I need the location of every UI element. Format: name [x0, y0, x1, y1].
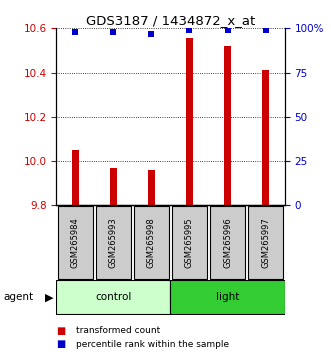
FancyBboxPatch shape: [58, 206, 93, 279]
Text: GSM265998: GSM265998: [147, 217, 156, 268]
Point: [263, 27, 268, 33]
Text: GSM265997: GSM265997: [261, 217, 270, 268]
Point: [149, 31, 154, 36]
Text: ■: ■: [56, 326, 66, 336]
Text: agent: agent: [3, 292, 33, 302]
FancyBboxPatch shape: [248, 206, 283, 279]
Text: transformed count: transformed count: [76, 326, 161, 336]
Bar: [224, 46, 231, 205]
Text: ▶: ▶: [45, 292, 53, 302]
Text: percentile rank within the sample: percentile rank within the sample: [76, 339, 229, 349]
FancyBboxPatch shape: [56, 280, 170, 314]
FancyBboxPatch shape: [96, 206, 131, 279]
Bar: [262, 70, 269, 205]
Point: [187, 27, 192, 33]
Bar: [72, 150, 79, 205]
FancyBboxPatch shape: [134, 206, 169, 279]
Bar: [110, 168, 117, 205]
Point: [225, 27, 230, 33]
Point: [111, 29, 116, 35]
Bar: [148, 170, 155, 205]
Text: GSM265984: GSM265984: [71, 217, 80, 268]
Text: GSM265996: GSM265996: [223, 217, 232, 268]
Point: [72, 29, 78, 35]
Bar: [186, 38, 193, 205]
Title: GDS3187 / 1434872_x_at: GDS3187 / 1434872_x_at: [86, 14, 255, 27]
Text: GSM265993: GSM265993: [109, 217, 118, 268]
FancyBboxPatch shape: [210, 206, 245, 279]
FancyBboxPatch shape: [172, 206, 207, 279]
Text: ■: ■: [56, 339, 66, 349]
Text: light: light: [216, 292, 239, 302]
Text: control: control: [95, 292, 131, 302]
Text: GSM265995: GSM265995: [185, 217, 194, 268]
FancyBboxPatch shape: [170, 280, 285, 314]
